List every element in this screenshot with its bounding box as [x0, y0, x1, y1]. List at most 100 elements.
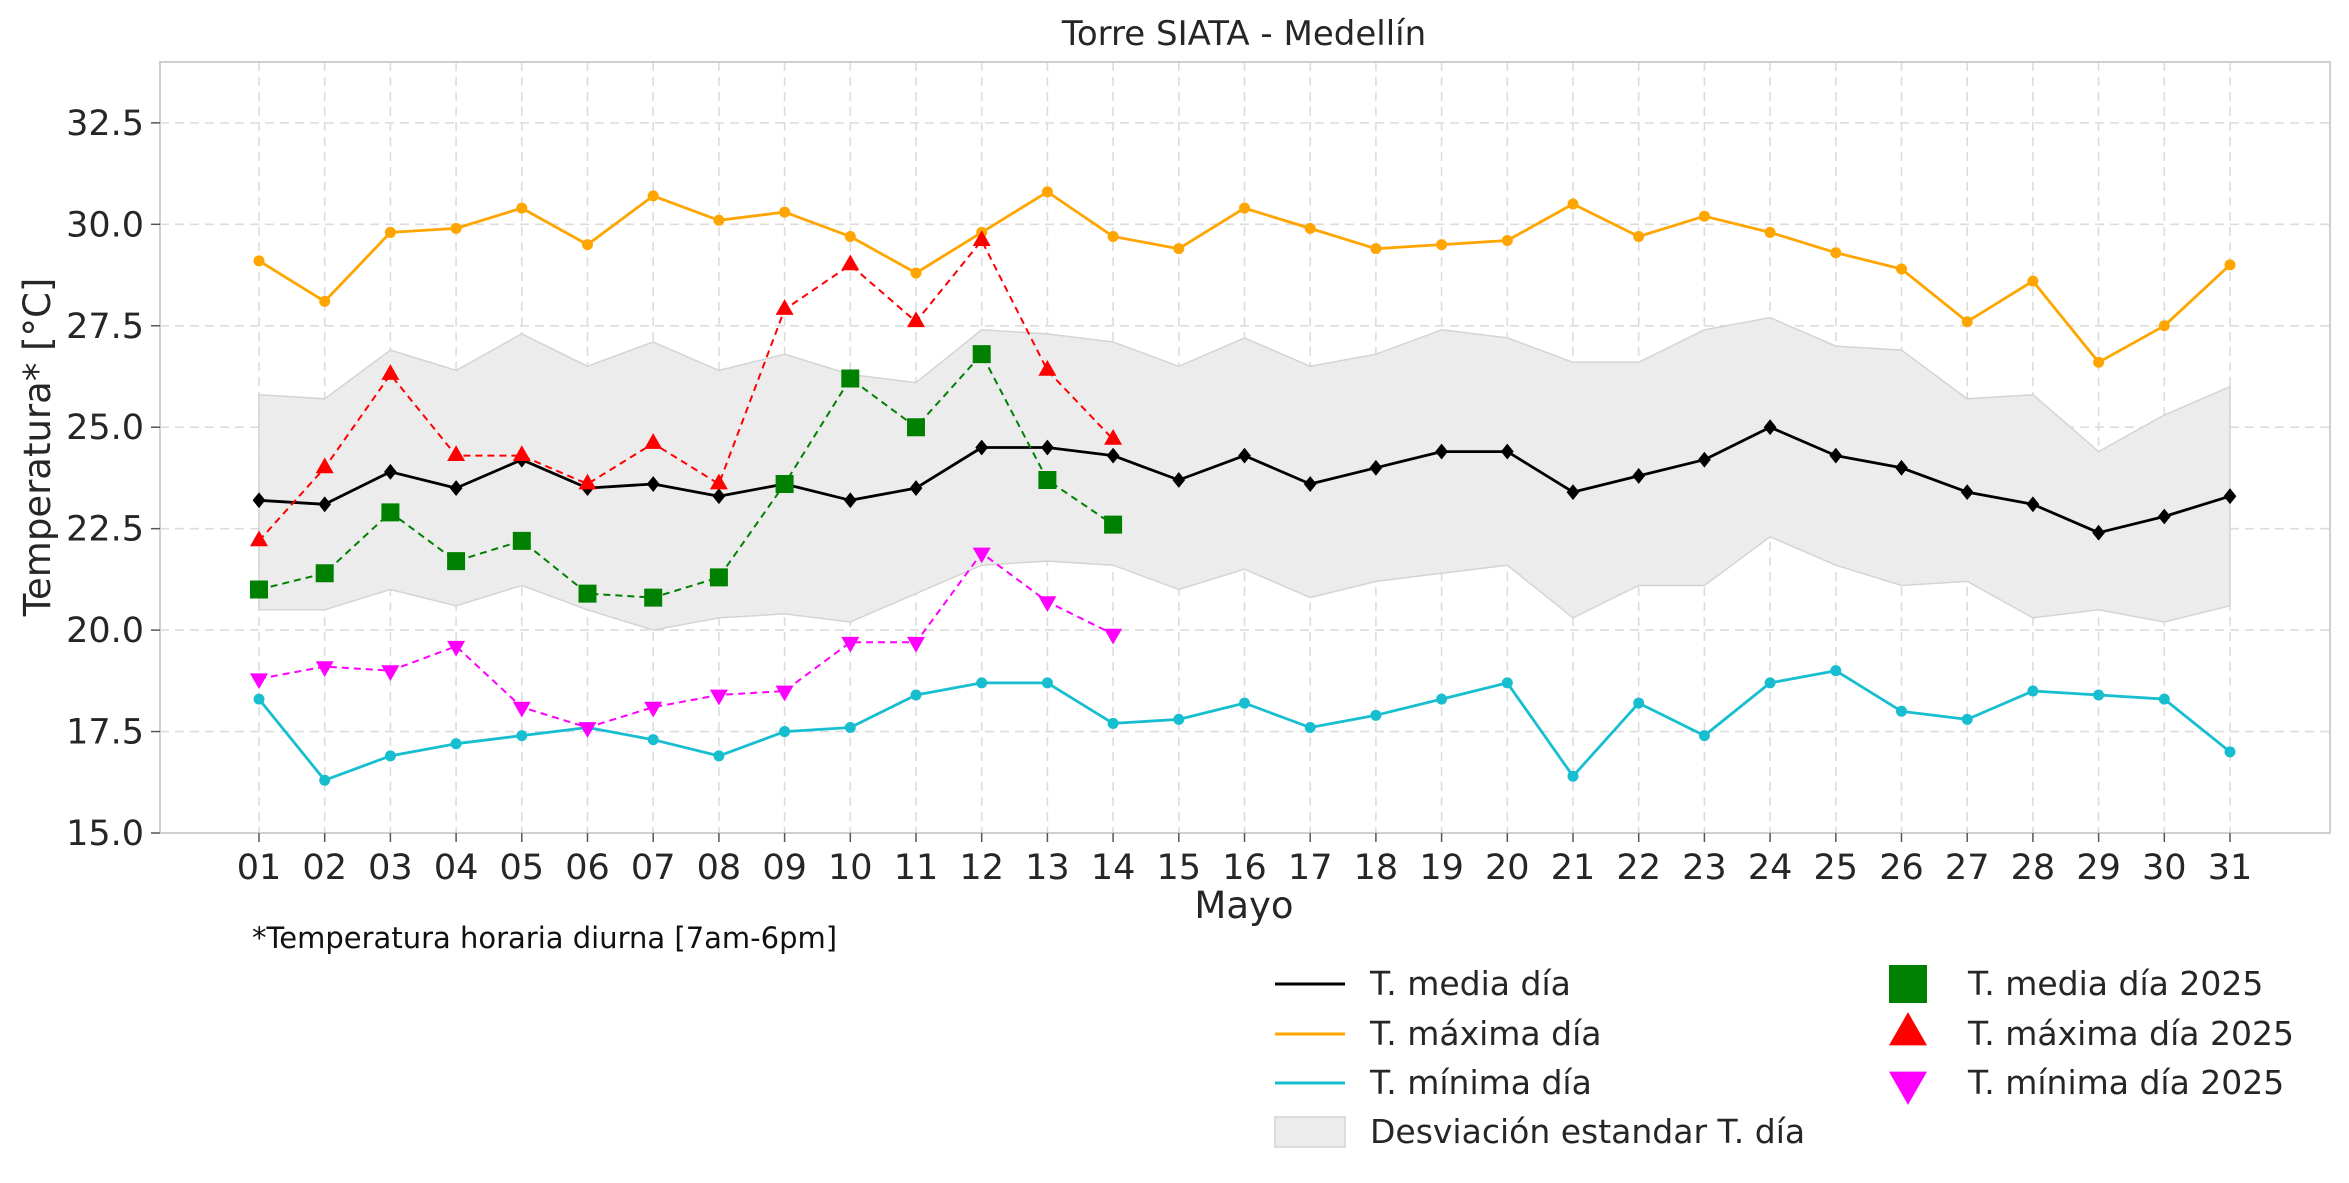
x-tick-label: 21 [1551, 848, 1596, 888]
legend-item-3: T. mínima día [1275, 1063, 1592, 1102]
series-line [258, 239, 1114, 542]
x-tick-label: 13 [1025, 848, 1070, 888]
x-tick-label: 19 [1419, 848, 1464, 888]
x-tick-label: 26 [1879, 848, 1924, 888]
data-point [644, 701, 663, 718]
data-point [644, 433, 663, 449]
data-point [384, 750, 396, 762]
legend: T. media día T. máxima día T. mínima día De… [1274, 964, 2294, 1151]
data-point [1172, 472, 1186, 488]
data-point [512, 531, 531, 550]
data-point [1567, 770, 1579, 782]
data-point [315, 457, 334, 474]
data-point [2092, 524, 2105, 541]
data-point [779, 206, 791, 218]
data-point [1961, 316, 1973, 328]
data-point [1370, 709, 1382, 721]
legend-item-1: T. media día [1275, 964, 1571, 1003]
legend-label: Desviación estandar T. día [1370, 1112, 1805, 1151]
data-point [1698, 210, 1710, 222]
data-point [252, 492, 266, 509]
x-tick-label: 14 [1091, 848, 1136, 888]
data-point [972, 230, 991, 246]
data-point [1173, 243, 1185, 255]
data-point [907, 311, 925, 328]
data-point [1698, 451, 1711, 468]
data-point [381, 503, 400, 522]
data-point [250, 673, 268, 690]
legend-label: T. media día [1369, 964, 1571, 1003]
data-point [516, 202, 528, 214]
y-axis-label: Temperatura* [°C] [16, 278, 59, 618]
series-line [258, 552, 1114, 729]
data-point [712, 488, 726, 505]
data-point [1238, 447, 1251, 464]
data-point [1764, 677, 1776, 689]
data-point [450, 738, 462, 750]
legend-label: T. media día 2025 [1967, 964, 2263, 1003]
x-tick-label: 03 [368, 848, 413, 888]
data-point [578, 473, 597, 490]
series-layer [250, 186, 2237, 786]
data-point [972, 547, 991, 564]
data-point [381, 665, 400, 682]
data-point [975, 439, 989, 456]
legend-label: T. mínima día [1369, 1063, 1592, 1102]
y-tick-label: 22.5 [66, 510, 144, 550]
chart-title: Torre SIATA - Medellín [1061, 14, 1426, 54]
x-tick-label: 10 [828, 848, 873, 888]
x-tick-label: 16 [1222, 848, 1267, 888]
data-point [516, 730, 528, 742]
x-tick-label: 25 [1814, 848, 1859, 888]
data-point [1107, 230, 1119, 242]
legend-item-6: T. máxima día 2025 [1889, 1012, 2294, 1053]
data-point [319, 295, 331, 307]
y-tick-label: 20.0 [66, 611, 144, 651]
data-point [1764, 226, 1776, 238]
data-point [2158, 320, 2170, 332]
legend-item-4: Desviación estandar T. día [1274, 1112, 1805, 1151]
data-point [843, 492, 857, 509]
data-point [844, 230, 856, 242]
data-point [1106, 447, 1120, 464]
data-point [1829, 447, 1843, 464]
data-point [2158, 693, 2170, 705]
data-point [646, 476, 660, 492]
data-point [841, 254, 860, 271]
data-point [1303, 476, 1317, 492]
x-tick-label: 18 [1354, 848, 1399, 888]
x-tick-label: 30 [2142, 848, 2187, 888]
data-point [1501, 677, 1513, 689]
y-tick-label: 32.5 [66, 104, 144, 144]
data-point [1239, 697, 1250, 709]
data-point [1961, 713, 1973, 725]
data-point [644, 588, 663, 607]
x-tick-label: 24 [1748, 848, 1793, 888]
data-point [709, 568, 728, 587]
data-point [713, 750, 725, 762]
data-point [1041, 186, 1053, 198]
data-point [1436, 693, 1448, 705]
data-point [1436, 239, 1448, 251]
data-point [1369, 459, 1383, 476]
x-tick-label: 06 [565, 848, 610, 888]
data-point [1500, 443, 1514, 460]
x-tick-label: 11 [894, 848, 939, 888]
series-line [258, 353, 1114, 599]
data-point [1830, 665, 1842, 677]
data-point [253, 255, 265, 267]
data-point [384, 463, 397, 480]
data-point [976, 677, 988, 689]
data-point [447, 445, 466, 462]
data-point [578, 584, 597, 603]
data-point [1038, 360, 1057, 376]
data-point [713, 214, 725, 226]
legend-label: T. máxima día [1369, 1014, 1601, 1053]
x-tick-label: 20 [1485, 848, 1530, 888]
data-point [647, 734, 659, 746]
y-tick-label: 25.0 [66, 408, 144, 448]
data-point [844, 721, 856, 733]
legend-marker [1889, 965, 1927, 1003]
data-point [512, 445, 531, 462]
data-point [1104, 515, 1123, 534]
